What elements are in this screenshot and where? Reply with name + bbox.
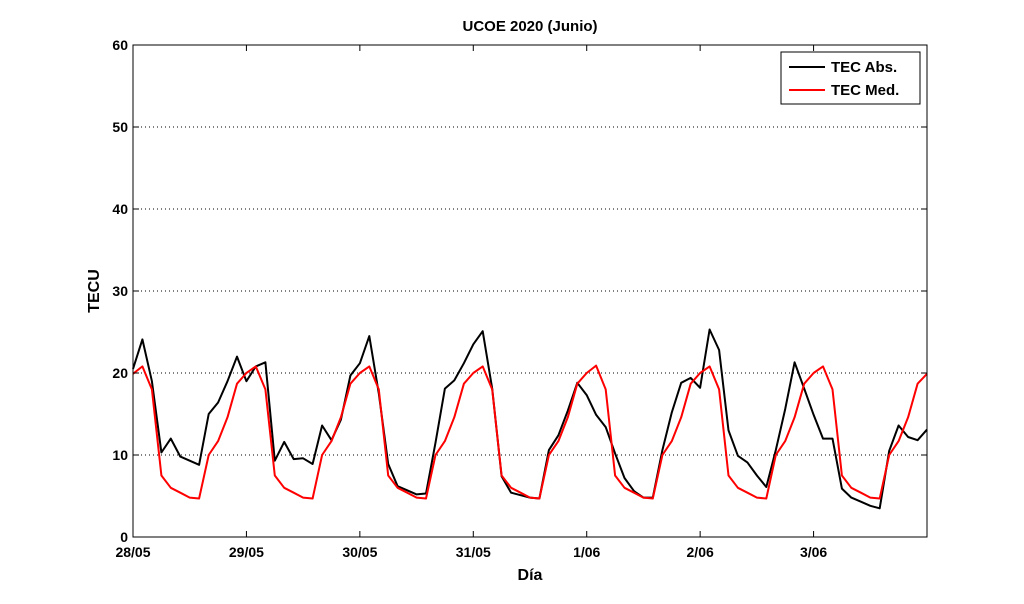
series-line-tec-med <box>132 364 928 500</box>
y-axis-label: TECU <box>86 269 103 313</box>
y-tick-label: 0 <box>120 529 128 545</box>
y-tick-label: 30 <box>112 283 128 299</box>
legend-label-tec-abs: TEC Abs. <box>831 59 897 76</box>
y-tick-label: 60 <box>112 37 128 53</box>
x-tick-label: 30/05 <box>342 544 377 560</box>
x-tick-label: 31/05 <box>456 544 491 560</box>
series-lines <box>132 328 928 510</box>
y-tick-label: 40 <box>112 201 128 217</box>
x-tick-label: 29/05 <box>229 544 264 560</box>
legend: TEC Abs. TEC Med. <box>780 51 921 105</box>
y-tick-label: 20 <box>112 365 128 381</box>
x-tick-label: 28/05 <box>115 544 150 560</box>
gridlines <box>133 126 927 456</box>
x-tick-label: 2/06 <box>687 544 714 560</box>
y-tick-label: 50 <box>112 119 128 135</box>
x-tick-label: 1/06 <box>573 544 600 560</box>
chart-title: UCOE 2020 (Junio) <box>462 18 597 35</box>
axis-ticks: 0 10 20 30 40 50 60 28/05 29/05 30/05 31/05 1/06 2/0… <box>112 37 927 560</box>
x-tick-label: 3/06 <box>800 544 827 560</box>
legend-box <box>780 51 921 105</box>
x-axis-label: Día <box>518 567 543 584</box>
y-tick-label: 10 <box>112 447 128 463</box>
legend-label-tec-med: TEC Med. <box>831 82 899 99</box>
